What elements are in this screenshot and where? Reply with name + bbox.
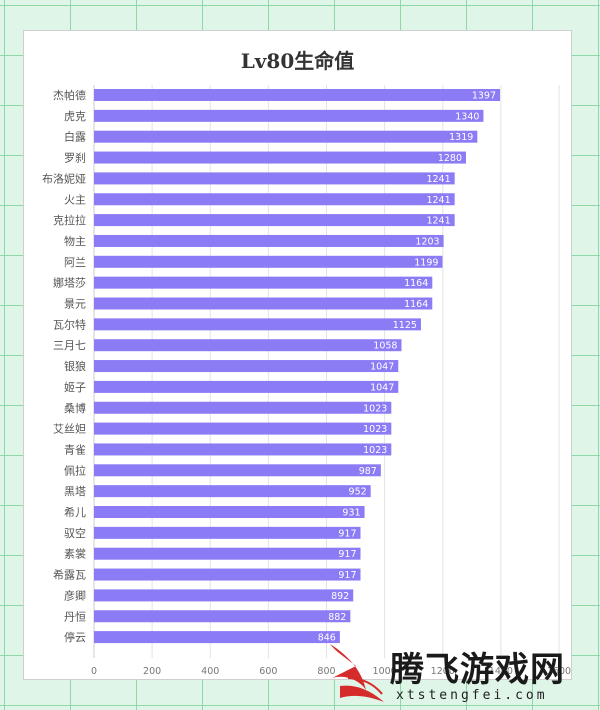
value-label: 917 [338, 549, 356, 560]
x-tick-label: 600 [259, 666, 277, 677]
bar [94, 631, 340, 644]
x-tick-label: 1200 [431, 666, 455, 677]
value-label: 1340 [455, 111, 479, 122]
bar [94, 89, 501, 101]
category-label: 虎克 [64, 110, 86, 123]
value-label: 1164 [404, 299, 428, 310]
category-label: 布洛妮娅 [42, 171, 86, 185]
category-label: 驭空 [64, 526, 86, 540]
x-tick-label: 200 [143, 666, 161, 677]
bar [94, 610, 351, 623]
category-label: 希儿 [64, 505, 86, 519]
bar [94, 276, 433, 289]
category-label: 物主 [64, 234, 86, 248]
x-tick-label: 1000 [373, 666, 397, 677]
bar [94, 172, 455, 185]
bar [94, 506, 365, 518]
x-tick-label: 1600 [547, 666, 571, 677]
category-label: 丹恒 [64, 610, 86, 623]
bar [94, 214, 455, 227]
value-label: 1397 [472, 91, 496, 102]
bar [94, 234, 444, 247]
bar [94, 339, 402, 352]
x-tick-label: 1400 [489, 666, 513, 677]
value-label: 1047 [370, 382, 394, 393]
category-label: 桑博 [64, 402, 86, 415]
value-label: 1125 [393, 320, 417, 331]
category-label: 停云 [64, 630, 86, 644]
value-label: 1164 [404, 278, 428, 289]
x-tick-label: 400 [201, 666, 219, 677]
category-label: 佩拉 [64, 463, 86, 477]
bar [94, 380, 399, 393]
bar [94, 547, 361, 560]
category-label: 罗刹 [64, 152, 86, 165]
bar [94, 568, 361, 581]
category-label: 阿兰 [64, 256, 86, 269]
chart-title: Lv80生命值 [240, 49, 355, 73]
watermark-text: 腾飞游戏网 [390, 650, 565, 690]
value-label: 882 [328, 612, 346, 623]
bar [94, 401, 392, 414]
watermark-url: xtstengfei.com [396, 688, 548, 703]
bar [94, 109, 484, 122]
category-label: 黑塔 [64, 485, 86, 498]
bar [94, 485, 371, 498]
category-label: 姬子 [64, 381, 86, 394]
watermark-logo-icon [330, 644, 384, 702]
value-label: 931 [342, 508, 360, 519]
category-label: 瓦尔特 [53, 317, 86, 331]
bar [94, 151, 466, 164]
value-label: 917 [338, 528, 356, 539]
value-label: 1319 [449, 132, 473, 143]
value-label: 1023 [363, 403, 387, 414]
value-label: 952 [349, 487, 367, 498]
category-label: 素裳 [64, 547, 86, 561]
value-label: 846 [318, 633, 336, 644]
bar-chart: 杰帕德 1397 虎克 1340 白露 1319 罗刹 1280 布洛妮娅 1241 火主 1241 克… [42, 85, 571, 677]
category-label: 火主 [64, 193, 86, 206]
value-label: 1241 [426, 195, 450, 206]
value-label: 1023 [363, 424, 387, 435]
x-tick-label: 800 [317, 666, 335, 677]
bar [94, 130, 478, 143]
value-label: 892 [331, 591, 349, 602]
category-label: 艾丝妲 [53, 422, 86, 436]
bar [94, 589, 354, 602]
value-label: 1199 [414, 257, 438, 268]
category-label: 彦卿 [64, 588, 86, 602]
bar [94, 526, 361, 539]
value-label: 1241 [426, 216, 450, 227]
category-label: 娜塔莎 [53, 276, 86, 290]
bar [94, 297, 433, 310]
category-label: 克拉拉 [53, 213, 86, 227]
value-label: 1280 [438, 153, 462, 164]
category-label: 三月七 [53, 339, 86, 352]
category-label: 银狼 [64, 359, 86, 373]
category-label: 景元 [64, 298, 86, 311]
value-label: 987 [359, 466, 377, 477]
bar [94, 255, 443, 268]
x-tick-label: 0 [91, 666, 97, 677]
bar [94, 422, 392, 435]
bar [94, 193, 455, 206]
value-label: 917 [338, 570, 356, 581]
category-label: 希露瓦 [53, 568, 86, 582]
value-label: 1058 [373, 341, 397, 352]
value-label: 1023 [363, 445, 387, 456]
value-label: 1047 [370, 362, 394, 373]
value-label: 1241 [426, 174, 450, 185]
watermark: 腾飞游戏网 xtstengfei.com [322, 638, 592, 708]
bar [94, 464, 381, 477]
bar [94, 360, 399, 373]
category-label: 白露 [64, 130, 86, 144]
category-label: 青雀 [64, 443, 86, 456]
value-label: 1203 [415, 236, 439, 247]
bar [94, 443, 392, 456]
bar [94, 318, 421, 331]
chart-card: Lv80生命值 杰帕德 1397 虎克 1340 白露 1319 罗刹 1280 布洛妮娅 124… [23, 30, 572, 680]
category-label: 杰帕德 [53, 88, 86, 102]
